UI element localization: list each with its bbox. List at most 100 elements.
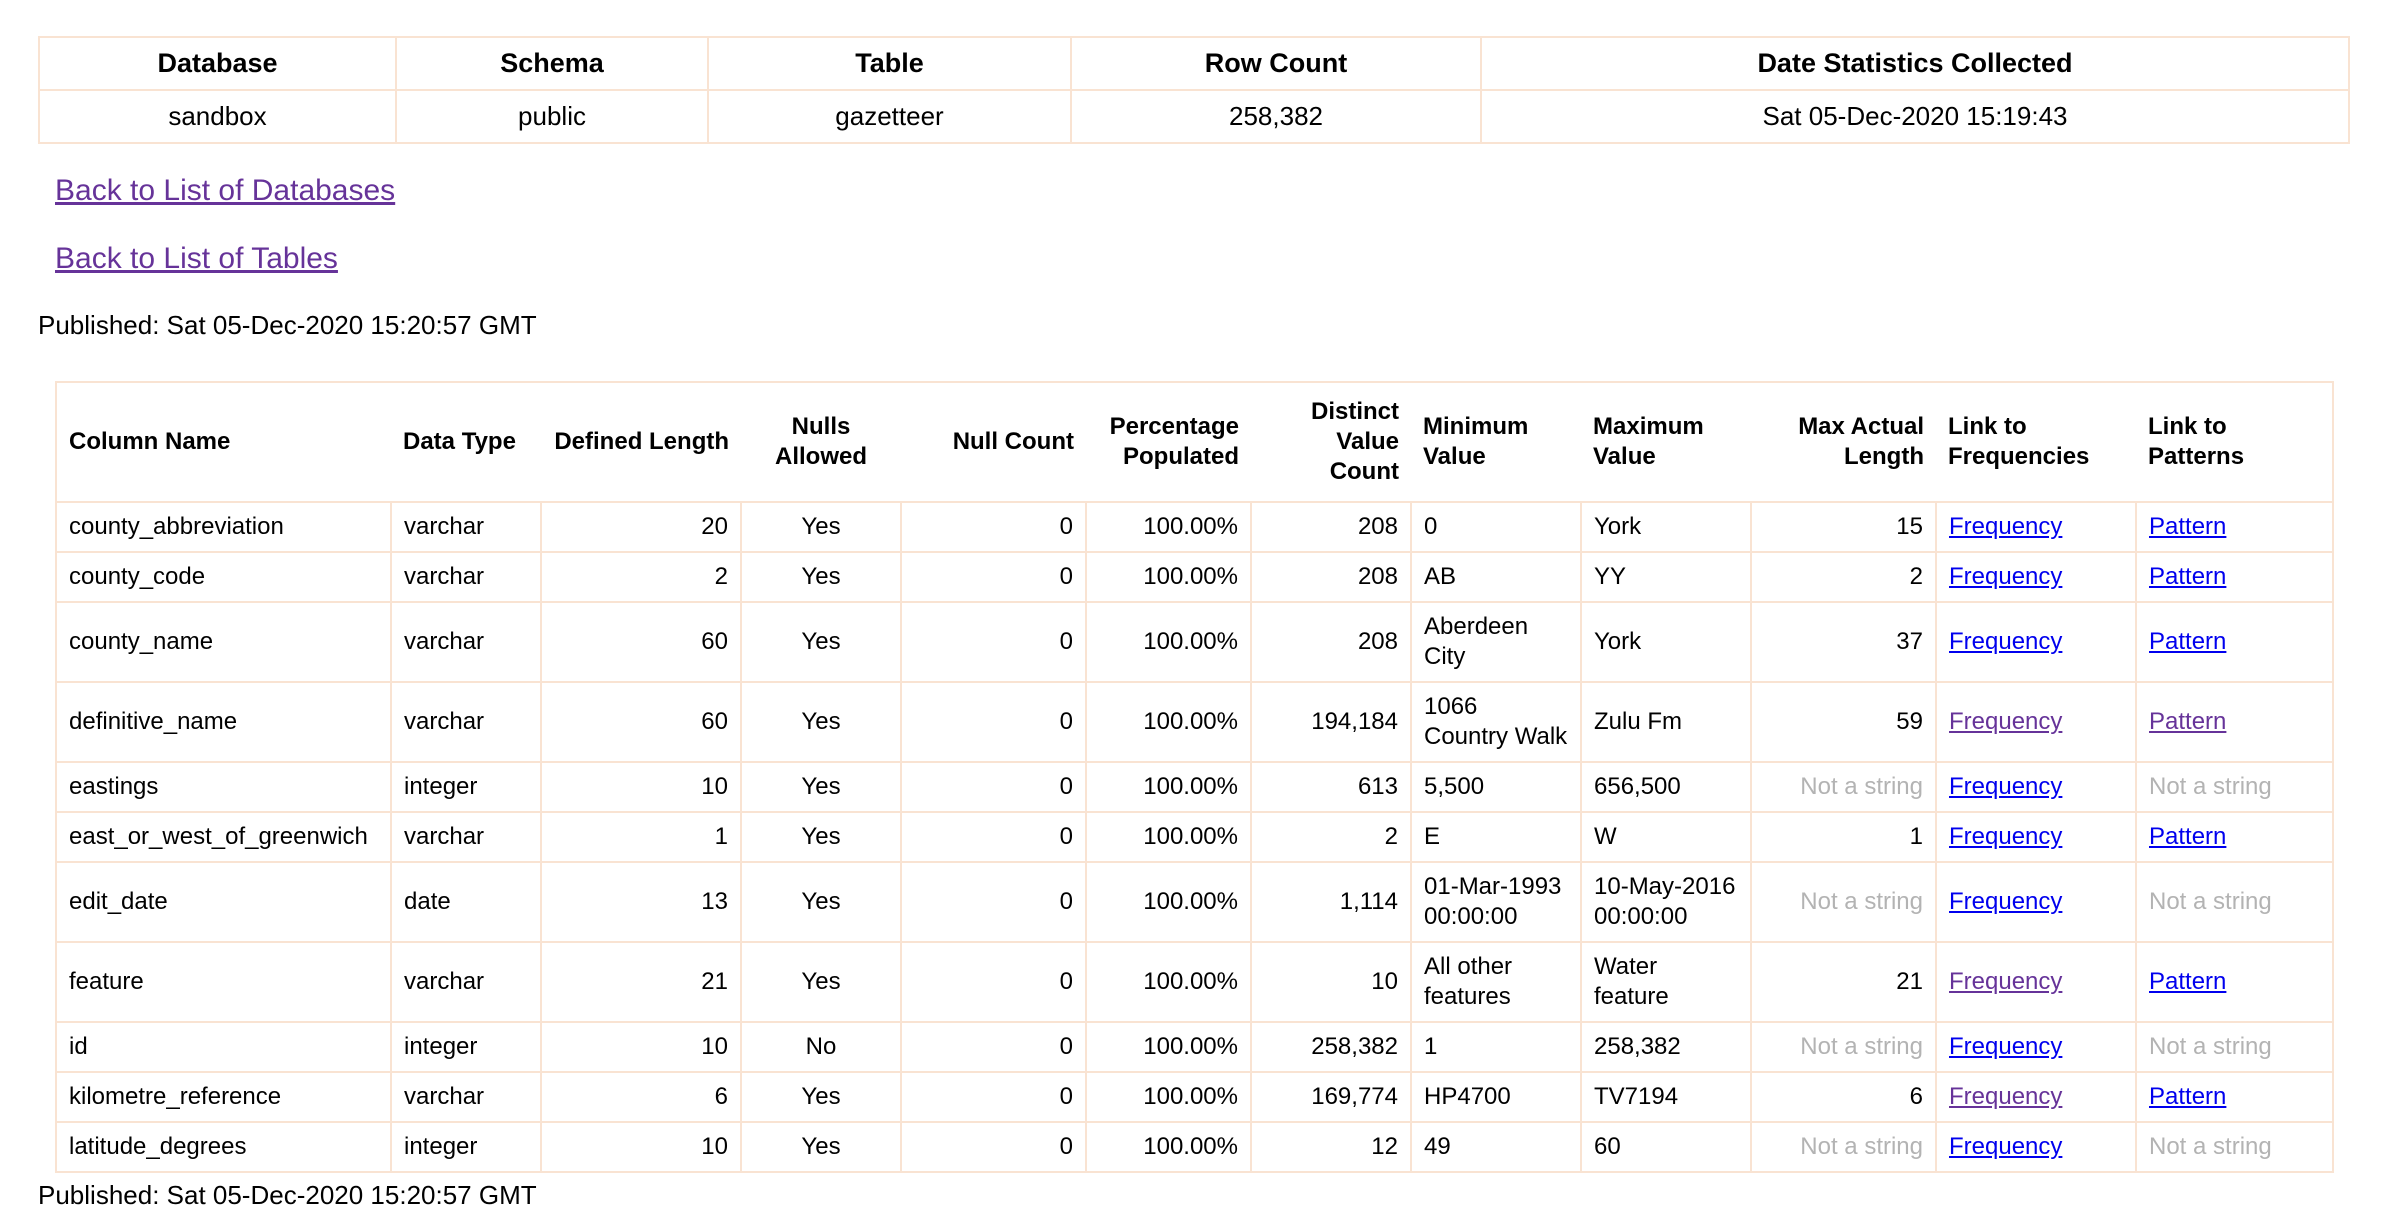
minimum-value-cell: 1066 Country Walk <box>1410 681 1582 763</box>
pattern-cell: Not a string <box>2135 761 2334 813</box>
table-row: definitive_name varchar 60 Yes 0 100.00% 194,1… <box>55 681 2334 763</box>
frequency-link[interactable]: Frequency <box>1949 968 2063 995</box>
data-type-cell: varchar <box>390 681 542 763</box>
defined-length-cell: 10 <box>540 761 742 813</box>
frequency-link[interactable]: Frequency <box>1949 823 2063 850</box>
pattern-cell: Pattern <box>2135 941 2334 1023</box>
pattern-link[interactable]: Pattern <box>2149 968 2227 995</box>
distinct-value-count-cell: 208 <box>1250 551 1412 603</box>
table-column-statistics: Column Name Data Type Defined Length Nul… <box>55 381 2334 1173</box>
header-nulls-allowed: Nulls Allowed <box>741 382 901 503</box>
null-count-cell: 0 <box>900 681 1087 763</box>
frequency-link[interactable]: Frequency <box>1949 773 2063 800</box>
frequency-cell: Frequency <box>1935 1071 2137 1123</box>
defined-length-cell: 21 <box>540 941 742 1023</box>
maximum-value-cell: York <box>1580 501 1752 553</box>
pattern-link[interactable]: Pattern <box>2149 708 2227 735</box>
columns-header-row: Column Name Data Type Defined Length Nul… <box>56 382 2333 503</box>
frequency-link[interactable]: Frequency <box>1949 1133 2063 1160</box>
nulls-allowed-cell: Yes <box>740 861 902 943</box>
data-type-cell: date <box>390 861 542 943</box>
column-name-cell: latitude_degrees <box>55 1121 392 1173</box>
summary-value-table: gazetteer <box>707 89 1072 144</box>
frequency-link[interactable]: Frequency <box>1949 1083 2063 1110</box>
frequency-link[interactable]: Frequency <box>1949 513 2063 540</box>
table-row: eastings integer 10 Yes 0 100.00% 613 5,500 656,… <box>55 761 2334 813</box>
pattern-link[interactable]: Pattern <box>2149 513 2227 540</box>
maximum-value-cell: 656,500 <box>1580 761 1752 813</box>
percentage-populated-cell: 100.00% <box>1085 941 1252 1023</box>
table-row: east_or_west_of_greenwich varchar 1 Yes 0 100… <box>55 811 2334 863</box>
nulls-allowed-cell: Yes <box>740 501 902 553</box>
nulls-allowed-cell: Yes <box>740 551 902 603</box>
frequency-link[interactable]: Frequency <box>1949 708 2063 735</box>
percentage-populated-cell: 100.00% <box>1085 1121 1252 1173</box>
summary-header-table: Table <box>707 36 1072 91</box>
distinct-value-count-cell: 208 <box>1250 501 1412 553</box>
pattern-link[interactable]: Pattern <box>2149 628 2227 655</box>
null-count-cell: 0 <box>900 1021 1087 1073</box>
pattern-cell: Pattern <box>2135 681 2334 763</box>
pattern-link[interactable]: Pattern <box>2149 823 2227 850</box>
table-row: latitude_degrees integer 10 Yes 0 100.00% 12 49… <box>55 1121 2334 1173</box>
back-to-tables-link[interactable]: Back to List of Tables <box>55 242 338 275</box>
summary-header-row-count: Row Count <box>1070 36 1482 91</box>
data-type-cell: varchar <box>390 501 542 553</box>
header-defined-length: Defined Length <box>541 382 741 503</box>
data-type-cell: varchar <box>390 941 542 1023</box>
published-bottom-text: Published: Sat 05-Dec-2020 15:20:57 GMT <box>38 1180 537 1210</box>
frequency-link[interactable]: Frequency <box>1949 1033 2063 1060</box>
max-actual-length-cell: Not a string <box>1750 1021 1937 1073</box>
percentage-populated-cell: 100.00% <box>1085 761 1252 813</box>
summary-value-date-collected: Sat 05-Dec-2020 15:19:43 <box>1480 89 2350 144</box>
defined-length-cell: 10 <box>540 1121 742 1173</box>
header-null-count: Null Count <box>901 382 1086 503</box>
distinct-value-count-cell: 10 <box>1250 941 1412 1023</box>
published-top-text: Published: Sat 05-Dec-2020 15:20:57 GMT <box>38 310 537 340</box>
column-name-cell: county_name <box>55 601 392 683</box>
minimum-value-cell: Aberdeen City <box>1410 601 1582 683</box>
column-name-cell: county_abbreviation <box>55 501 392 553</box>
table-row: edit_date date 13 Yes 0 100.00% 1,114 01-Mar-19… <box>55 861 2334 943</box>
not-a-string-label: Not a string <box>2149 1033 2272 1060</box>
max-actual-length-cell: Not a string <box>1750 861 1937 943</box>
frequency-link[interactable]: Frequency <box>1949 888 2063 915</box>
max-actual-length-cell: 2 <box>1750 551 1937 603</box>
nulls-allowed-cell: Yes <box>740 1121 902 1173</box>
back-links: Back to List of Databases Back to List o… <box>55 174 2348 276</box>
header-percentage-populated: Percentage Populated <box>1086 382 1251 503</box>
summary-header-database: Database <box>38 36 397 91</box>
null-count-cell: 0 <box>900 1121 1087 1173</box>
null-count-cell: 0 <box>900 811 1087 863</box>
data-type-cell: varchar <box>390 551 542 603</box>
percentage-populated-cell: 100.00% <box>1085 811 1252 863</box>
max-actual-length-cell: 6 <box>1750 1071 1937 1123</box>
minimum-value-cell: All other features <box>1410 941 1582 1023</box>
frequency-cell: Frequency <box>1935 761 2137 813</box>
distinct-value-count-cell: 194,184 <box>1250 681 1412 763</box>
pattern-cell: Pattern <box>2135 811 2334 863</box>
frequency-cell: Frequency <box>1935 501 2137 553</box>
distinct-value-count-cell: 12 <box>1250 1121 1412 1173</box>
frequency-link[interactable]: Frequency <box>1949 628 2063 655</box>
pattern-link[interactable]: Pattern <box>2149 1083 2227 1110</box>
frequency-link[interactable]: Frequency <box>1949 563 2063 590</box>
maximum-value-cell: 60 <box>1580 1121 1752 1173</box>
minimum-value-cell: 0 <box>1410 501 1582 553</box>
max-actual-length-cell: Not a string <box>1750 761 1937 813</box>
pattern-cell: Not a string <box>2135 861 2334 943</box>
column-name-cell: eastings <box>55 761 392 813</box>
header-data-type: Data Type <box>391 382 541 503</box>
defined-length-cell: 2 <box>540 551 742 603</box>
summary-value-row-count: 258,382 <box>1070 89 1482 144</box>
summary-value-database: sandbox <box>38 89 397 144</box>
summary-value-row: sandbox public gazetteer 258,382 Sat 05-… <box>38 89 2350 144</box>
back-to-databases-link[interactable]: Back to List of Databases <box>55 174 396 207</box>
pattern-link[interactable]: Pattern <box>2149 563 2227 590</box>
data-type-cell: varchar <box>390 1071 542 1123</box>
nulls-allowed-cell: Yes <box>740 1071 902 1123</box>
pattern-cell: Not a string <box>2135 1021 2334 1073</box>
distinct-value-count-cell: 613 <box>1250 761 1412 813</box>
summary-header-row: Database Schema Table Row Count Date Sta… <box>38 36 2350 91</box>
